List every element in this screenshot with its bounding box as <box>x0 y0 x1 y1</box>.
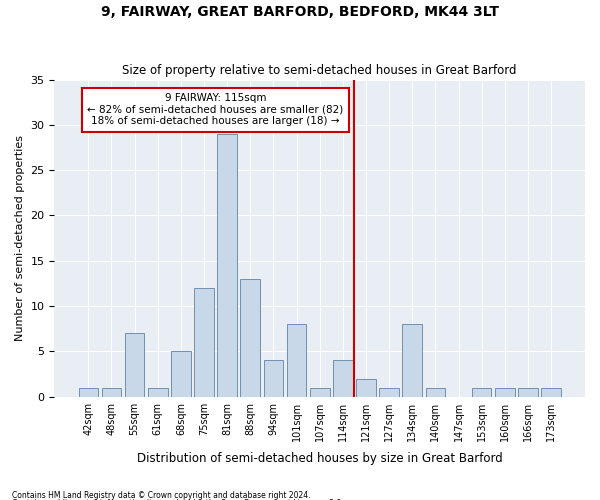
Bar <box>403 324 422 396</box>
Y-axis label: Number of semi-detached properties: Number of semi-detached properties <box>15 135 25 341</box>
Bar <box>125 333 145 396</box>
Bar <box>541 388 561 396</box>
Text: 9 FAIRWAY: 115sqm
← 82% of semi-detached houses are smaller (82)
18% of semi-det: 9 FAIRWAY: 115sqm ← 82% of semi-detached… <box>88 93 344 126</box>
Title: Size of property relative to semi-detached houses in Great Barford: Size of property relative to semi-detach… <box>122 64 517 77</box>
Bar <box>101 388 121 396</box>
Bar <box>287 324 307 396</box>
Bar <box>148 388 167 396</box>
Bar <box>171 352 191 397</box>
Text: Contains public sector information licensed under the Open Government Licence v3: Contains public sector information licen… <box>12 499 344 500</box>
Bar <box>472 388 491 396</box>
Bar <box>518 388 538 396</box>
X-axis label: Distribution of semi-detached houses by size in Great Barford: Distribution of semi-detached houses by … <box>137 452 503 465</box>
Bar <box>333 360 353 396</box>
Bar <box>194 288 214 397</box>
Text: Contains HM Land Registry data © Crown copyright and database right 2024.: Contains HM Land Registry data © Crown c… <box>12 490 311 500</box>
Bar <box>79 388 98 396</box>
Bar <box>356 378 376 396</box>
Bar <box>217 134 237 396</box>
Bar <box>241 279 260 396</box>
Bar <box>425 388 445 396</box>
Bar <box>263 360 283 396</box>
Bar <box>379 388 399 396</box>
Bar <box>495 388 515 396</box>
Text: 9, FAIRWAY, GREAT BARFORD, BEDFORD, MK44 3LT: 9, FAIRWAY, GREAT BARFORD, BEDFORD, MK44… <box>101 5 499 19</box>
Bar <box>310 388 329 396</box>
